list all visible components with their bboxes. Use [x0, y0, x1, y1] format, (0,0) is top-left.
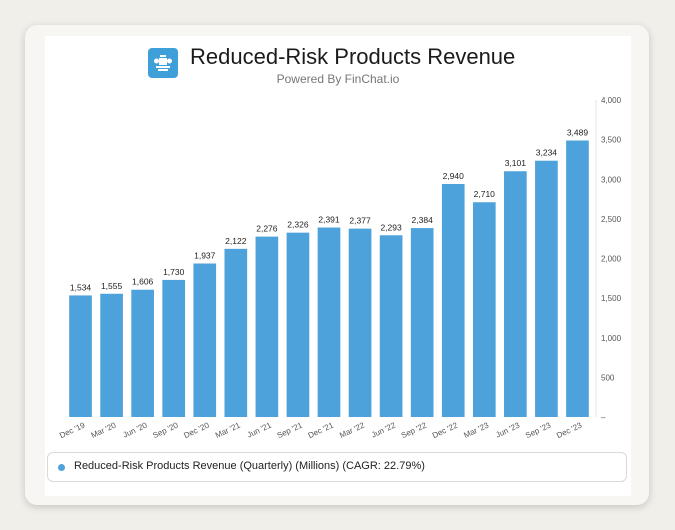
x-tick-label: Mar '20 — [90, 420, 118, 440]
bar-value-label: 2,293 — [380, 222, 402, 232]
bar-value-label: 1,534 — [70, 282, 92, 292]
bar — [472, 202, 496, 417]
bar — [410, 228, 434, 417]
bar-value-label: 3,101 — [505, 158, 527, 168]
y-tick-label: 2,500 — [601, 215, 622, 224]
x-tick-label: Sep '20 — [151, 420, 180, 440]
x-tick-label: Jun '22 — [370, 420, 397, 439]
x-tick-label: Jun '20 — [122, 420, 149, 439]
bar — [317, 227, 341, 417]
chart-panel: Reduced-Risk Products Revenue Powered By… — [45, 36, 631, 496]
y-tick-label: 3,000 — [601, 175, 622, 184]
bar — [255, 236, 279, 417]
x-tick-label: Sep '21 — [276, 420, 305, 440]
bar-value-label: 2,710 — [474, 189, 496, 199]
bar-value-label: 1,606 — [132, 277, 154, 287]
y-tick-label: 1,000 — [601, 334, 622, 343]
bar-value-label: 2,377 — [349, 216, 371, 226]
bar — [286, 232, 310, 417]
x-tick-label: Dec '22 — [431, 420, 460, 440]
y-tick-label: – — [601, 413, 606, 422]
bar — [100, 293, 123, 417]
bar-chart: – 500 1,000 1,500 2,000 2,500 3,000 3,500 4,000 1… — [58, 96, 622, 440]
x-tick-label: Dec '23 — [555, 420, 584, 440]
bar-value-label: 2,326 — [287, 220, 309, 230]
bar — [131, 289, 154, 417]
bar-value-label: 1,730 — [163, 267, 185, 277]
chart-subtitle: Powered By FinChat.io — [276, 72, 400, 86]
bar-value-label: 2,391 — [318, 215, 340, 225]
bar — [535, 160, 558, 417]
x-tick-label: Mar '22 — [338, 420, 366, 440]
bar-value-label: 1,937 — [194, 250, 216, 260]
x-tick-label: Mar '21 — [214, 420, 242, 440]
chart-legend[interactable]: Reduced-Risk Products Revenue (Quarterly… — [47, 452, 627, 482]
x-tick-label: Sep '22 — [400, 420, 429, 440]
y-tick-label: 500 — [601, 373, 615, 382]
bar-value-label: 2,276 — [256, 224, 278, 234]
x-tick-label: Jun '23 — [494, 420, 521, 439]
bar-value-label: 3,234 — [536, 148, 558, 158]
y-tick-label: 1,500 — [601, 294, 622, 303]
y-tick-label: 3,500 — [601, 136, 622, 145]
legend-label: Reduced-Risk Products Revenue (Quarterly… — [74, 460, 425, 472]
bar — [379, 235, 403, 417]
bar — [69, 295, 92, 417]
bar — [348, 228, 372, 417]
bar-value-label: 2,122 — [225, 236, 247, 246]
bar-value-label: 2,940 — [443, 171, 465, 181]
chart-card: Reduced-Risk Products Revenue Powered By… — [25, 25, 649, 505]
x-tick-label: Dec '20 — [182, 420, 211, 440]
bar — [193, 263, 217, 417]
x-tick-label: Jun '21 — [246, 420, 273, 439]
bar — [566, 140, 589, 417]
bar-value-label: 3,489 — [567, 127, 589, 137]
x-tick-label: Sep '23 — [524, 420, 553, 440]
bar — [504, 171, 527, 417]
bar-value-label: 2,384 — [412, 215, 434, 225]
legend-marker — [58, 464, 65, 471]
bar-value-label: 1,555 — [101, 281, 123, 291]
y-tick-label: 2,000 — [601, 255, 622, 264]
x-tick-label: Dec '21 — [307, 420, 336, 440]
bar — [441, 184, 465, 417]
bar — [162, 279, 186, 417]
bar — [224, 248, 248, 417]
y-tick-label: 4,000 — [601, 96, 622, 105]
x-tick-label: Mar '23 — [462, 420, 490, 440]
x-tick-label: Dec '19 — [58, 420, 87, 440]
chart-title: Reduced-Risk Products Revenue — [190, 44, 516, 69]
company-crest-icon — [148, 48, 178, 78]
